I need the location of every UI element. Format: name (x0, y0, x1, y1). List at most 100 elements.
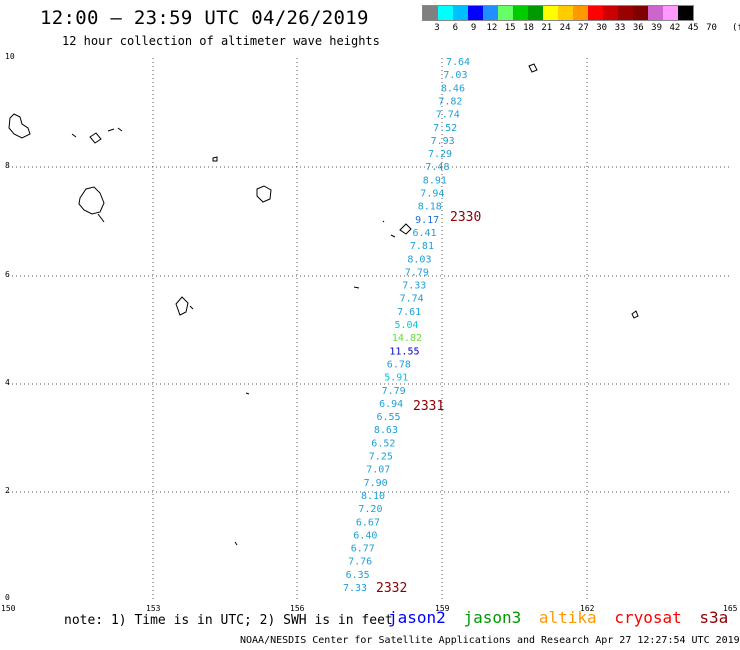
wave-height-value: 14.82 (392, 333, 422, 344)
wave-height-value: 5.04 (395, 320, 419, 331)
legend-swatch (558, 6, 573, 20)
satellite-legend: jason2 jason3 altika cryosat s3a (388, 608, 736, 627)
wave-height-value: 6.78 (387, 359, 411, 370)
wave-height-value: 7.76 (348, 557, 372, 568)
wave-height-value: 7.33 (402, 281, 426, 292)
y-tick-label: 10 (5, 52, 15, 61)
legend-swatch (453, 6, 468, 20)
wave-height-value: 8.46 (441, 83, 465, 94)
wave-height-value: 6.35 (346, 570, 370, 581)
island-outlines (8, 63, 639, 546)
y-tick-label: 6 (5, 270, 10, 279)
legend-label: 36 (632, 23, 644, 33)
wave-height-value: 6.77 (351, 544, 375, 555)
wave-height-value: 8.03 (407, 254, 431, 265)
pass-labels: 2330 2331 2332 (376, 210, 481, 596)
wave-height-value: 7.48 (425, 162, 449, 173)
gridlines (8, 58, 732, 600)
legend-swatch (483, 6, 498, 20)
map-title: 12:00 – 23:59 UTC 04/26/2019 (40, 7, 369, 29)
satellite-altika: altika (538, 608, 597, 627)
wave-height-value: 7.93 (431, 136, 455, 147)
legend-label: 33 (614, 23, 626, 33)
legend-swatch (528, 6, 543, 20)
y-tick-label: 2 (5, 486, 10, 495)
wave-height-value: 8.10 (361, 491, 385, 502)
y-tick-label: 4 (5, 378, 10, 387)
legend-labels: 3 6 9 12 15 18 21 24 27 30 33 36 39 42 45 70 (422, 23, 740, 37)
wave-height-value: 7.33 (343, 583, 367, 594)
satellite-s3a: s3a (699, 608, 729, 627)
x-tick-label: 150 (1, 604, 16, 613)
legend-label: 15 (504, 23, 516, 33)
wave-height-value: 7.74 (400, 294, 424, 305)
legend-label: 42 (669, 23, 681, 33)
wave-height-value: 7.64 (446, 57, 470, 68)
legend-swatch (498, 6, 513, 20)
footer-note: note: 1) Time is in UTC; 2) SWH is in fe… (64, 613, 393, 628)
legend-label: 21 (541, 23, 553, 33)
x-tick-label: 159 (435, 604, 450, 613)
wave-height-value: 7.79 (382, 386, 406, 397)
wave-height-value: 11.55 (389, 346, 419, 357)
legend-label: 39 (651, 23, 663, 33)
wave-height-value: 7.03 (443, 70, 467, 81)
legend-label: 24 (559, 23, 571, 33)
legend-label: 12 (486, 23, 498, 33)
wave-height-value: 6.40 (353, 530, 377, 541)
legend-label: 27 (577, 23, 589, 33)
wave-height-value: 7.81 (410, 241, 434, 252)
wave-height-value: 6.94 (379, 399, 403, 410)
credit-line: NOAA/NESDIS Center for Satellite Applica… (240, 635, 740, 646)
legend-label: 3 (434, 23, 440, 33)
legend-swatch (603, 6, 618, 20)
legend-label: 70 (706, 23, 717, 33)
y-tick-label: 8 (5, 161, 10, 170)
wave-height-labels: 7.64 7.03 8.46 7.82 7.74 7.52 7.93 7.29 7.48 8.91… (343, 57, 470, 594)
wave-height-value: 9.17 (415, 215, 439, 226)
wave-height-value: 7.61 (397, 307, 421, 318)
x-tick-label: 156 (290, 604, 305, 613)
legend-label: 30 (596, 23, 608, 33)
wave-height-value: 7.90 (364, 478, 388, 489)
legend-swatch (633, 6, 648, 20)
x-tick-label: 162 (580, 604, 595, 613)
legend-label: 9 (470, 23, 477, 33)
wave-height-value: 6.41 (413, 228, 437, 239)
wave-height-value: 7.07 (366, 465, 390, 476)
legend-swatch (678, 6, 693, 20)
legend-swatches (422, 5, 694, 21)
legend-unit: (ft) (732, 23, 740, 33)
wave-height-value: 6.67 (356, 517, 380, 528)
legend-swatch (573, 6, 588, 20)
wave-height-value: 7.74 (436, 110, 460, 121)
wave-height-value: 7.52 (433, 123, 457, 134)
wave-height-value: 6.55 (377, 412, 401, 423)
wave-height-value: 8.63 (374, 425, 398, 436)
pass-label-2330: 2330 (450, 210, 481, 225)
wave-height-value: 7.79 (405, 267, 429, 278)
x-tick-label: 165 (723, 604, 738, 613)
wave-height-value: 7.20 (358, 504, 382, 515)
legend-label: 6 (452, 23, 458, 33)
x-tick-label: 153 (146, 604, 161, 613)
legend-label: 18 (523, 23, 534, 33)
wave-height-value: 8.18 (418, 202, 442, 213)
wave-height-value: 7.25 (369, 452, 393, 463)
legend-swatch (438, 6, 453, 20)
legend-swatch (663, 6, 678, 20)
wave-height-value: 7.82 (438, 96, 462, 107)
wave-height-value: 7.29 (428, 149, 452, 160)
legend-swatch (423, 6, 438, 20)
legend-swatch (543, 6, 558, 20)
legend-swatch (618, 6, 633, 20)
wave-height-value: 8.91 (423, 175, 447, 186)
legend-swatch (648, 6, 663, 20)
legend-swatch (588, 6, 603, 20)
legend-label: 45 (687, 23, 699, 33)
satellite-jason3: jason3 (463, 608, 522, 627)
map-subtitle: 12 hour collection of altimeter wave hei… (62, 34, 380, 48)
legend-swatch (513, 6, 528, 20)
